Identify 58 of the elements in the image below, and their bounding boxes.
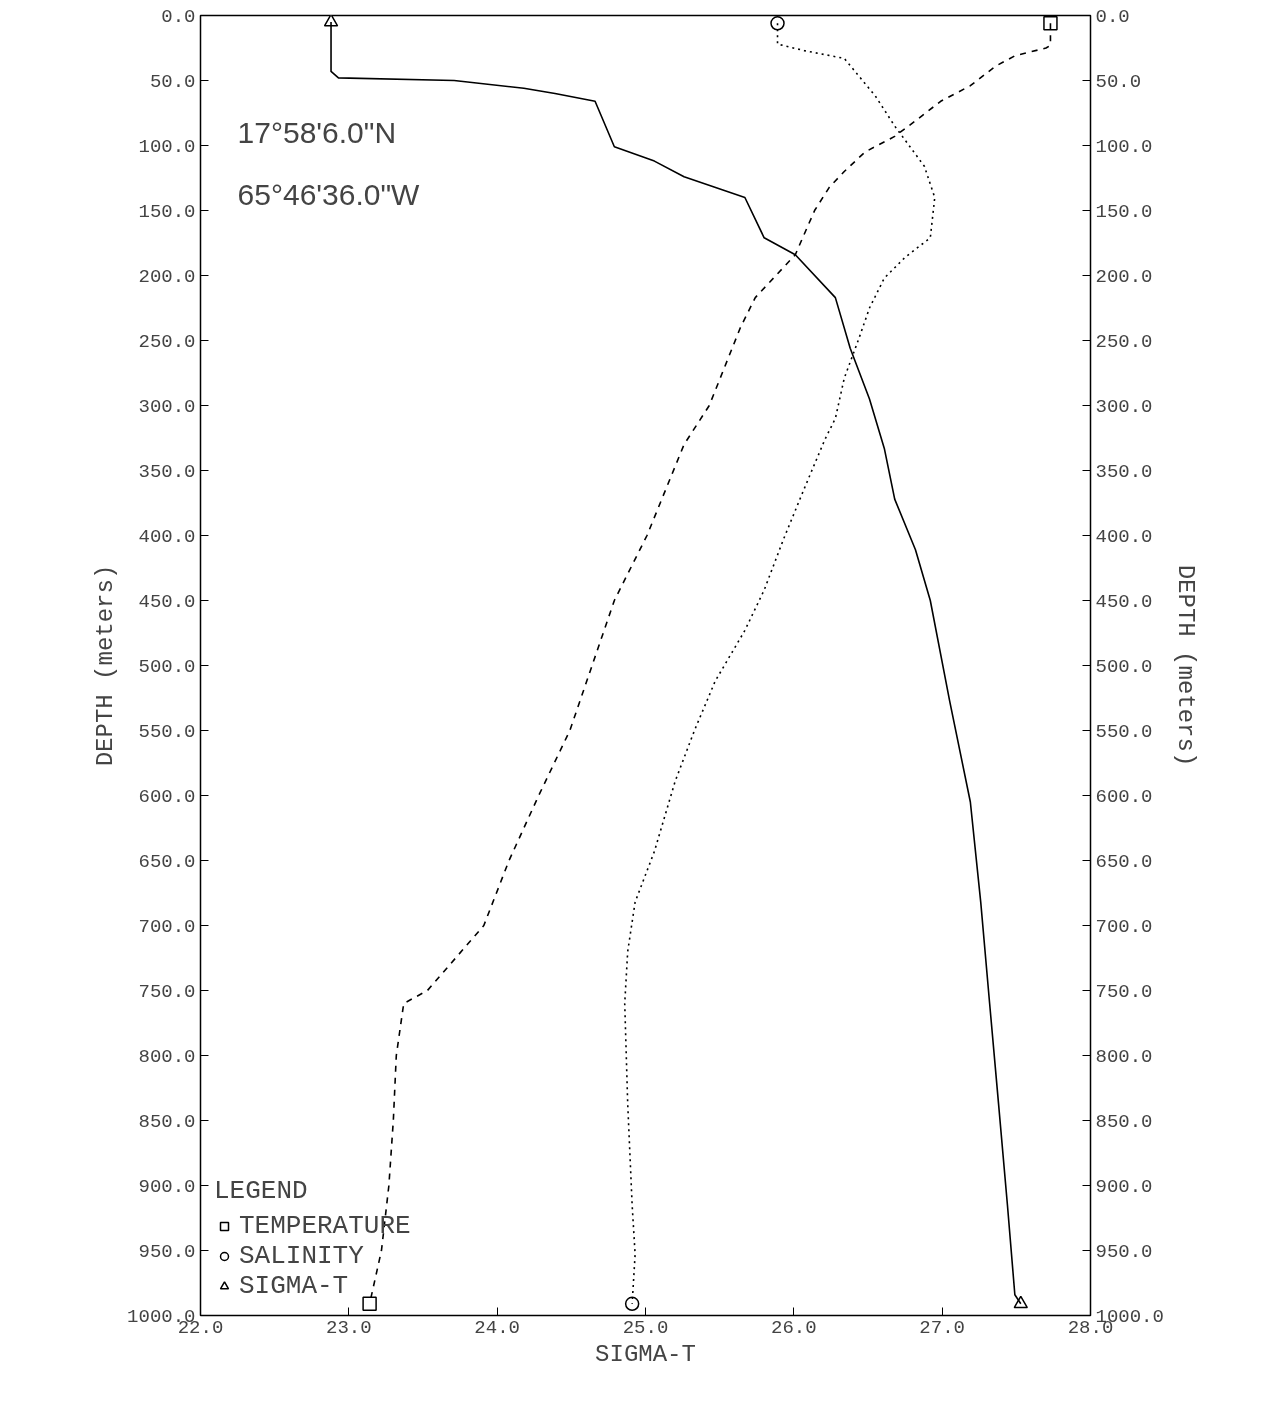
y2-tick-label: 300.0 xyxy=(1095,395,1153,418)
y-tick-label: 700.0 xyxy=(138,915,196,938)
y2-tick-label: 650.0 xyxy=(1095,850,1153,873)
y-axis-title: DEPTH (meters) xyxy=(92,564,120,767)
annotation: 65°46'36.0"W xyxy=(237,178,421,212)
y-tick-label: 600.0 xyxy=(138,785,196,808)
legend-label: SALINITY xyxy=(239,1241,364,1271)
x-tick-label: 25.0 xyxy=(622,1316,669,1339)
y2-tick-label: 800.0 xyxy=(1095,1045,1153,1068)
legend-label: TEMPERATURE xyxy=(239,1211,411,1241)
y-tick-label: 400.0 xyxy=(138,525,196,548)
y-tick-label: 350.0 xyxy=(138,460,196,483)
y2-tick-label: 0.0 xyxy=(1095,5,1130,28)
y-tick-label: 500.0 xyxy=(138,655,196,678)
y-tick-label: 450.0 xyxy=(138,590,196,613)
y2-tick-label: 700.0 xyxy=(1095,915,1153,938)
y2-tick-label: 750.0 xyxy=(1095,980,1153,1003)
y2-tick-label: 500.0 xyxy=(1095,655,1153,678)
y2-tick-label: 900.0 xyxy=(1095,1175,1153,1198)
y2-tick-label: 400.0 xyxy=(1095,525,1153,548)
x-tick-label: 26.0 xyxy=(771,1316,817,1339)
legend-label: SIGMA-T xyxy=(239,1271,349,1301)
y2-tick-label: 100.0 xyxy=(1095,135,1153,158)
annotation: 17°58'6.0"N xyxy=(237,116,397,149)
y2-tick-label: 550.0 xyxy=(1095,720,1153,743)
point xyxy=(362,1296,377,1312)
y-tick-label: 800.0 xyxy=(138,1045,196,1068)
point xyxy=(770,16,785,31)
point xyxy=(624,1296,640,1312)
x-tick-label: 27.0 xyxy=(919,1316,965,1339)
y2-tick-label: 600.0 xyxy=(1095,785,1153,808)
legend-title: LEGEND xyxy=(214,1176,309,1206)
y-tick-label: 200.0 xyxy=(138,265,196,288)
y-tick-label: 100.0 xyxy=(138,135,196,158)
x-tick-label: 24.0 xyxy=(474,1316,520,1339)
y2-tick-label: 150.0 xyxy=(1095,200,1153,223)
y2-tick-label: 450.0 xyxy=(1095,590,1153,613)
y-tick-label: 150.0 xyxy=(138,200,196,223)
y2-tick-label: 200.0 xyxy=(1095,265,1153,288)
y-tick-label: 300.0 xyxy=(138,395,196,418)
y2-tick-label: 850.0 xyxy=(1095,1110,1153,1133)
y2-tick-label: 50.0 xyxy=(1095,70,1142,93)
y-tick-label: 0.0 xyxy=(161,5,196,28)
y-tick-label: 650.0 xyxy=(138,850,196,873)
y-tick-label: 250.0 xyxy=(138,330,196,353)
y-tick-label: 900.0 xyxy=(138,1175,196,1198)
y2-tick-label: 250.0 xyxy=(1095,330,1153,353)
y-tick-label: 850.0 xyxy=(138,1110,196,1133)
y2-tick-label: 950.0 xyxy=(1095,1240,1153,1263)
y2-tick-label: 350.0 xyxy=(1095,460,1153,483)
x-axis-title: SIGMA-T xyxy=(595,1340,696,1368)
y-tick-label: 950.0 xyxy=(138,1240,196,1263)
x-tick-label: 23.0 xyxy=(326,1316,372,1339)
y-tick-label: 750.0 xyxy=(138,980,196,1003)
y2-axis-title: DEPTH (meters) xyxy=(1171,564,1199,767)
point xyxy=(1043,16,1058,31)
y-tick-label: 50.0 xyxy=(149,70,196,93)
y-tick-label: 550.0 xyxy=(138,720,196,743)
